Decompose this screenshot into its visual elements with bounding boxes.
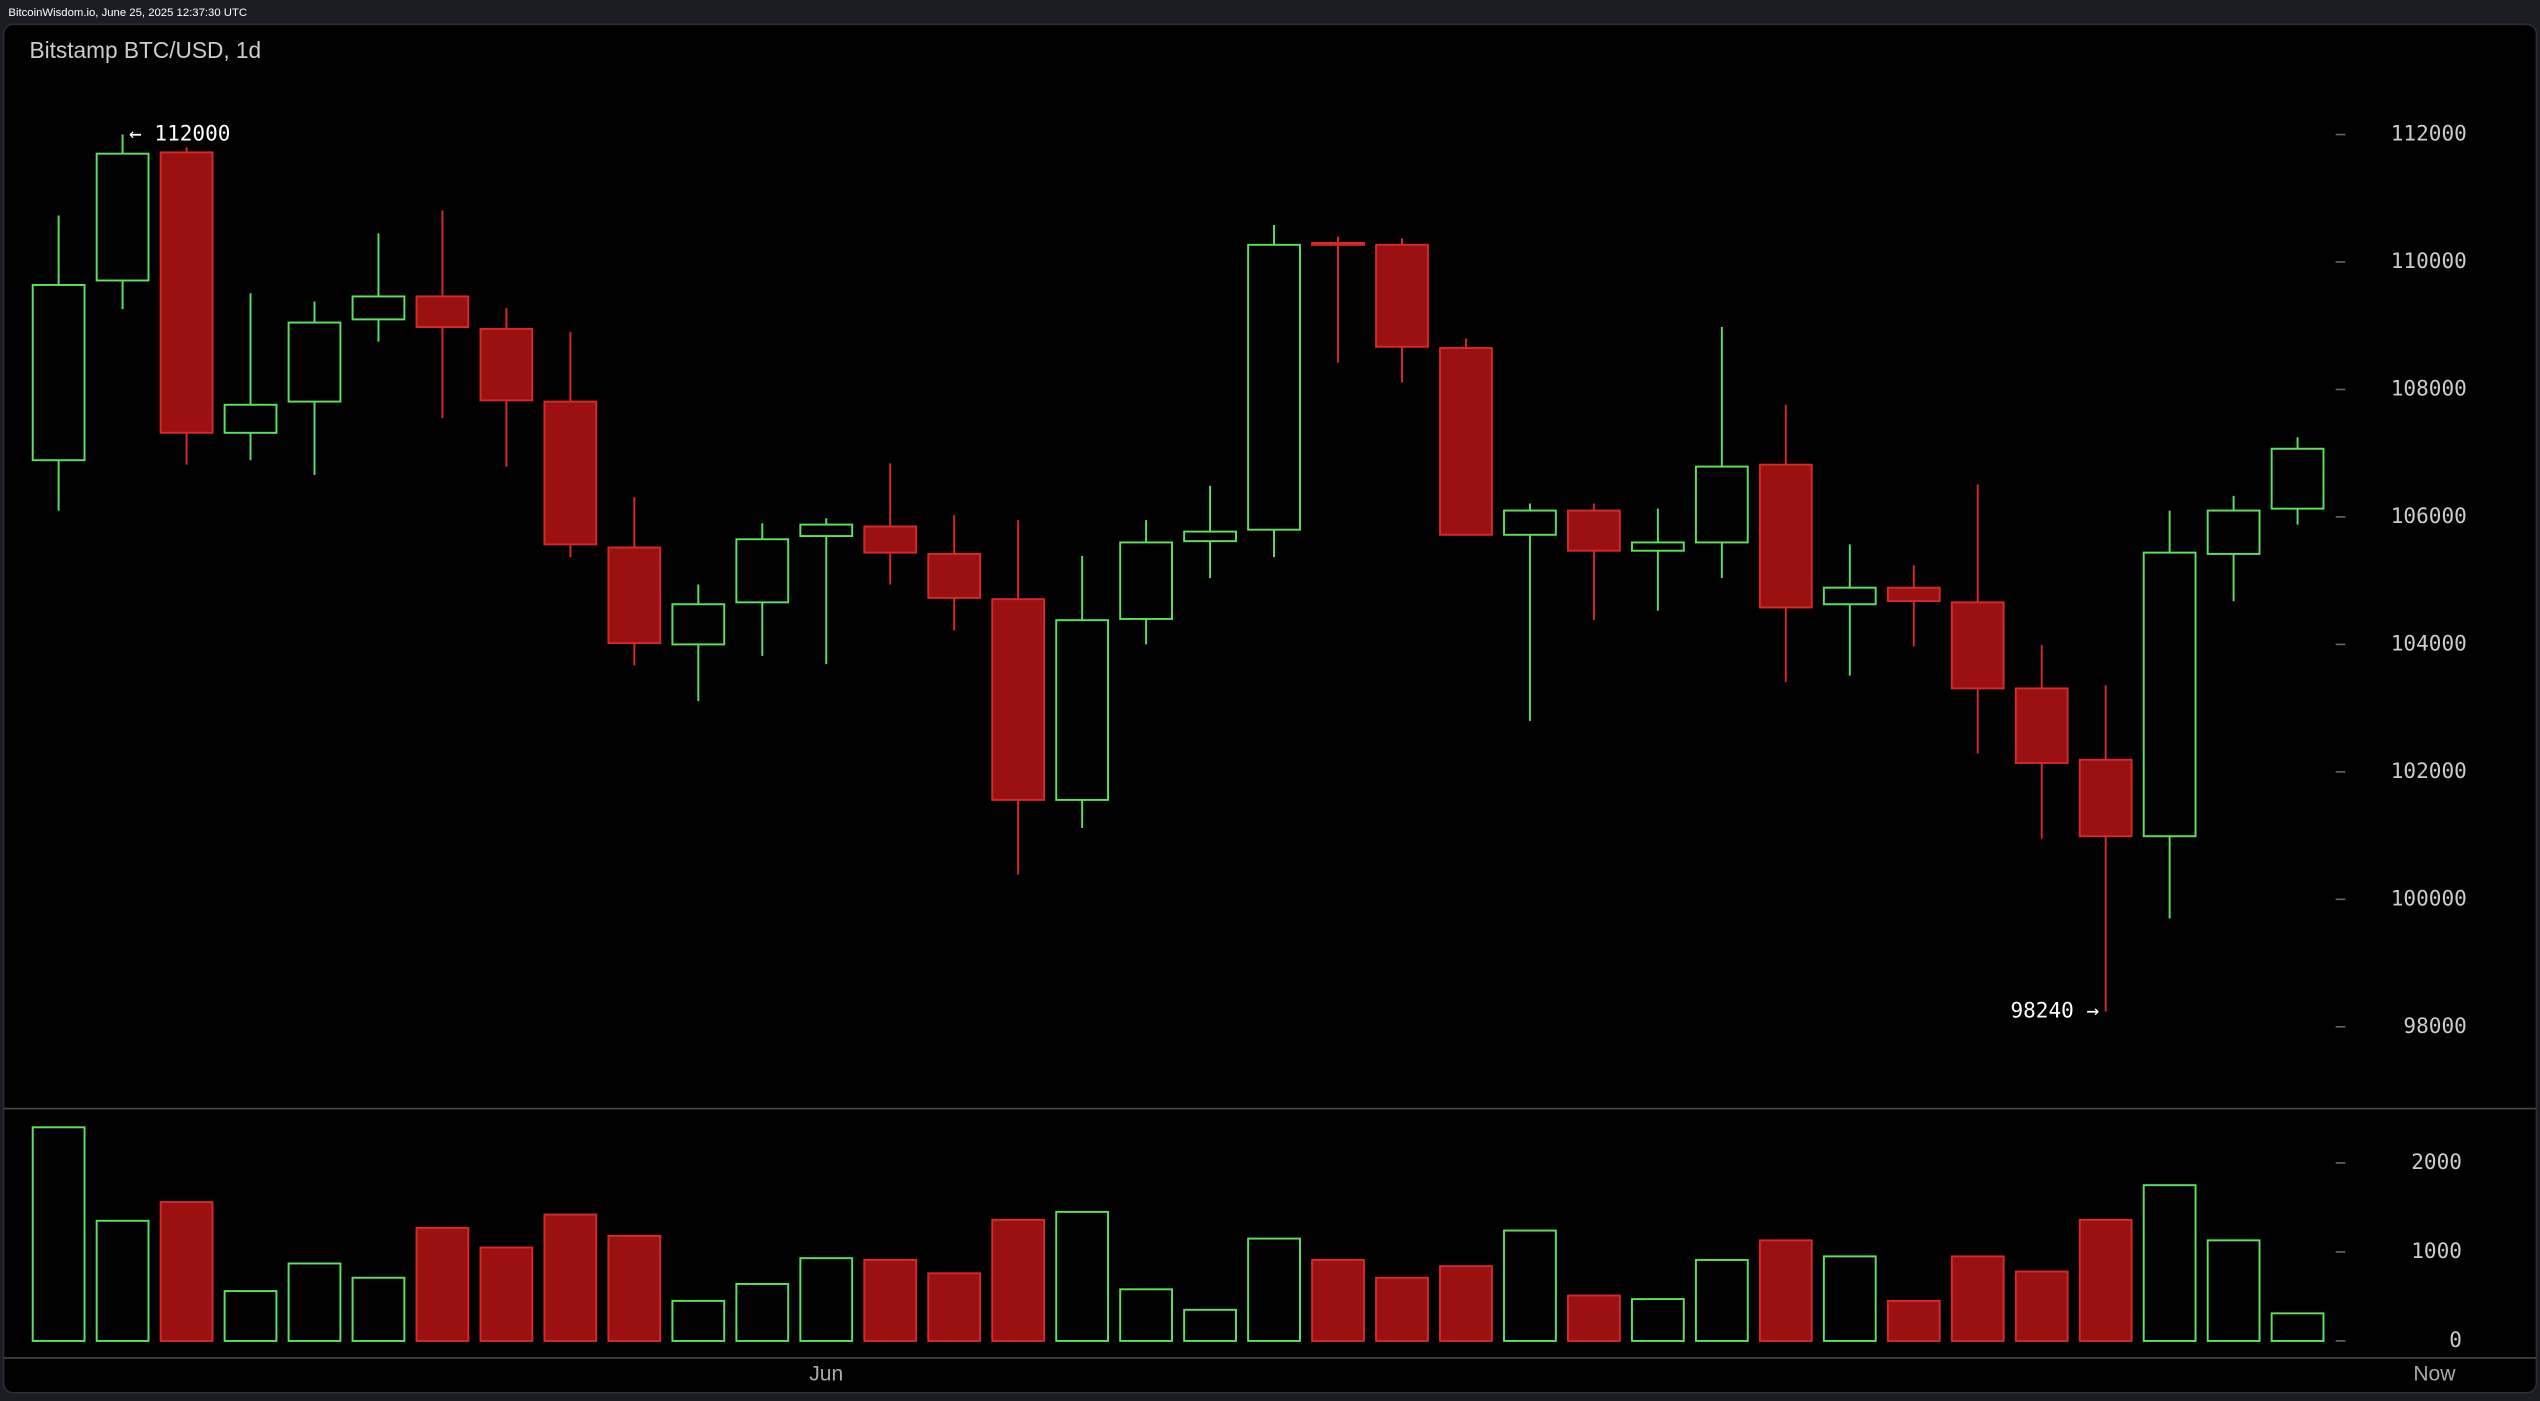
volume-bar	[1886, 1299, 1941, 1342]
candle-body	[543, 400, 598, 546]
candle-body	[1886, 586, 1941, 603]
candle-body	[1183, 530, 1237, 543]
candle-body	[95, 152, 150, 282]
volume-bar	[223, 1290, 278, 1342]
candle-body	[415, 295, 470, 328]
volume-bar	[671, 1299, 726, 1342]
volume-bar	[2078, 1218, 2133, 1342]
y-tick-label: 108000	[2391, 375, 2467, 400]
volume-bar	[799, 1257, 854, 1342]
candle-body	[1822, 586, 1877, 606]
volume-bar	[1375, 1276, 1429, 1342]
volume-bar	[1439, 1265, 1493, 1342]
candle-body	[927, 552, 982, 599]
candle-body	[671, 603, 726, 646]
candle-body	[287, 321, 342, 403]
y-tick-label: 106000	[2391, 503, 2467, 528]
volume-bar	[415, 1226, 470, 1342]
candle-body	[1311, 241, 1365, 246]
volume-tick-label: 0	[2449, 1327, 2462, 1352]
volume-bar	[1119, 1288, 1173, 1342]
candle-body	[479, 327, 534, 402]
candle-body	[1247, 243, 1301, 531]
candle-body	[1503, 509, 1557, 536]
y-tick-label: 102000	[2391, 758, 2467, 783]
candle-body	[2206, 509, 2261, 555]
annotation: ← 112000	[129, 121, 230, 146]
volume-bar	[1694, 1258, 1749, 1342]
volume-bar	[1822, 1255, 1877, 1342]
candle-body	[799, 523, 854, 538]
candle-body	[1694, 465, 1749, 544]
y-tick-label: 104000	[2391, 630, 2467, 655]
candle-body	[607, 546, 662, 645]
annotation: 98240 →	[2010, 997, 2099, 1022]
volume-bar	[31, 1126, 86, 1342]
y-tick-label: 110000	[2391, 248, 2467, 273]
volume-bar	[927, 1272, 982, 1342]
candle-body	[1119, 541, 1173, 620]
panel	[2, 23, 2538, 1394]
candle-body	[1567, 509, 1621, 552]
volume-bar	[2270, 1312, 2325, 1342]
x-now-label: Now	[2413, 1363, 2456, 1386]
candle-body	[31, 283, 86, 462]
volume-bar	[1758, 1239, 1813, 1342]
candle-body	[1950, 601, 2005, 690]
volume-bar	[543, 1213, 598, 1342]
candle-body	[991, 598, 1046, 801]
candle-body	[1758, 463, 1813, 609]
volume-bar	[1247, 1237, 1301, 1342]
candle-body	[2142, 551, 2197, 838]
candle-body	[1439, 347, 1493, 536]
volume-bar	[1630, 1298, 1685, 1342]
volume-bar	[159, 1201, 214, 1342]
y-tick-label: 112000	[2391, 121, 2467, 146]
candle-body	[2270, 447, 2325, 510]
volume-bar	[479, 1246, 534, 1342]
volume-bar	[351, 1276, 406, 1342]
volume-bar	[287, 1262, 342, 1342]
chart-title: Bitstamp BTC/USD, 1d	[29, 37, 261, 63]
volume-tick-label: 2000	[2411, 1149, 2462, 1174]
x-tick-label: Jun	[809, 1363, 843, 1386]
candle-body	[1055, 619, 1110, 801]
candle-body	[1630, 541, 1685, 552]
header: BitcoinWisdom.io, June 25, 2025 12:37:30…	[8, 7, 247, 19]
volume-bar	[607, 1234, 662, 1342]
volume-bar	[1311, 1258, 1365, 1342]
volume-bar	[2142, 1184, 2197, 1342]
volume-tick-label: 1000	[2411, 1238, 2462, 1263]
y-tick-label: 100000	[2391, 885, 2467, 910]
volume-bar	[735, 1282, 790, 1342]
candle-body	[223, 403, 278, 434]
volume-bar	[1567, 1294, 1621, 1342]
candle-body	[735, 538, 790, 604]
volume-bar	[2206, 1239, 2261, 1342]
volume-bar	[95, 1219, 150, 1342]
volume-bar	[1055, 1210, 1110, 1342]
volume-bar	[1950, 1255, 2005, 1342]
volume-bar	[863, 1258, 918, 1342]
volume-bar	[2014, 1270, 2069, 1342]
candle-body	[1375, 243, 1429, 348]
volume-bar	[1503, 1229, 1557, 1342]
y-tick-label: 98000	[2403, 1013, 2466, 1038]
candle-body	[159, 151, 214, 434]
candle-body	[863, 525, 918, 554]
candle-body	[351, 295, 406, 321]
candle-body	[2078, 758, 2133, 838]
volume-bar	[1183, 1308, 1237, 1342]
volume-bar	[991, 1218, 1046, 1342]
candle-body	[2014, 687, 2069, 764]
